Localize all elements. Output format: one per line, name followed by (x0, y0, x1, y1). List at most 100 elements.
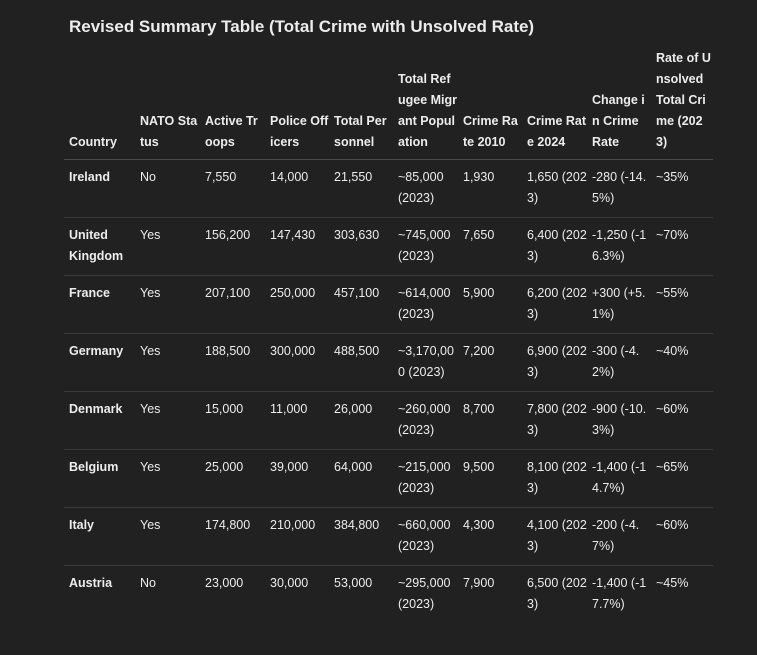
cell-crime-rate-2024: 6,200 (2023) (527, 286, 587, 321)
table-row: Austria No 23,000 30,000 53,000 ~295,000… (64, 566, 713, 624)
cell-unsolved-rate: ~55% (656, 286, 689, 300)
cell-nato-status: Yes (140, 402, 161, 416)
cell-country: Austria (69, 576, 113, 590)
cell-change-in-crime-rate: -300 (-4.2%) (592, 344, 640, 379)
cell-crime-rate-2024: 4,100 (2023) (527, 518, 587, 553)
table-title: Revised Summary Table (Total Crime with … (69, 17, 535, 36)
cell-police-officers: 210,000 (270, 518, 316, 532)
cell-refugee-population: ~215,000 (2023) (398, 460, 451, 495)
cell-police-officers: 30,000 (270, 576, 309, 590)
cell-police-officers: 300,000 (270, 344, 316, 358)
cell-active-troops: 23,000 (205, 576, 244, 590)
cell-active-troops: 25,000 (205, 460, 244, 474)
header-police-officers: Police Officers (270, 114, 329, 149)
header-total-personnel: Total Personnel (334, 114, 387, 149)
cell-total-personnel: 303,630 (334, 228, 380, 242)
cell-change-in-crime-rate: -900 (-10.3%) (592, 402, 647, 437)
cell-refugee-population: ~260,000 (2023) (398, 402, 451, 437)
table-row: Denmark Yes 15,000 11,000 26,000 ~260,00… (64, 392, 713, 450)
cell-police-officers: 14,000 (270, 170, 309, 184)
cell-country: France (69, 286, 110, 300)
cell-active-troops: 188,500 (205, 344, 251, 358)
header-crime-rate-2010: Crime Rate 2010 (463, 114, 518, 149)
cell-total-personnel: 384,800 (334, 518, 380, 532)
cell-crime-rate-2010: 9,500 (463, 460, 495, 474)
cell-unsolved-rate: ~35% (656, 170, 689, 184)
cell-country: Denmark (69, 402, 123, 416)
cell-unsolved-rate: ~40% (656, 344, 689, 358)
cell-change-in-crime-rate: -1,400 (-14.7%) (592, 460, 647, 495)
header-nato-status: NATO Status (140, 114, 198, 149)
cell-police-officers: 11,000 (270, 402, 308, 416)
cell-crime-rate-2024: 8,100 (2023) (527, 460, 587, 495)
table-row: France Yes 207,100 250,000 457,100 ~614,… (64, 276, 713, 334)
cell-change-in-crime-rate: -280 (-14.5%) (592, 170, 647, 205)
cell-nato-status: Yes (140, 344, 161, 358)
cell-total-personnel: 64,000 (334, 460, 373, 474)
cell-country: United Kingdom (69, 228, 124, 263)
cell-total-personnel: 21,550 (334, 170, 373, 184)
cell-active-troops: 7,550 (205, 170, 237, 184)
table-row: Germany Yes 188,500 300,000 488,500 ~3,1… (64, 334, 713, 392)
cell-crime-rate-2024: 1,650 (2023) (527, 170, 587, 205)
cell-unsolved-rate: ~60% (656, 402, 689, 416)
cell-crime-rate-2024: 6,400 (2023) (527, 228, 587, 263)
cell-change-in-crime-rate: -1,400 (-17.7%) (592, 576, 647, 611)
cell-crime-rate-2024: 6,500 (2023) (527, 576, 587, 611)
header-refugee-migrant-population: Total Refugee Migrant Population (398, 72, 458, 149)
cell-crime-rate-2024: 7,800 (2023) (527, 402, 587, 437)
cell-police-officers: 39,000 (270, 460, 309, 474)
cell-police-officers: 250,000 (270, 286, 316, 300)
cell-refugee-population: ~85,000 (2023) (398, 170, 444, 205)
cell-change-in-crime-rate: -1,250 (-16.3%) (592, 228, 647, 263)
cell-crime-rate-2010: 1,930 (463, 170, 495, 184)
cell-active-troops: 174,800 (205, 518, 251, 532)
cell-refugee-population: ~614,000 (2023) (398, 286, 451, 321)
cell-crime-rate-2010: 7,200 (463, 344, 495, 358)
cell-country: Ireland (69, 170, 110, 184)
cell-nato-status: Yes (140, 228, 161, 242)
cell-crime-rate-2024: 6,900 (2023) (527, 344, 587, 379)
header-row: Country NATO Status Active Troops Police… (64, 48, 713, 160)
summary-table-container: Country NATO Status Active Troops Police… (64, 48, 714, 623)
cell-country: Belgium (69, 460, 119, 474)
cell-crime-rate-2010: 5,900 (463, 286, 495, 300)
cell-unsolved-rate: ~60% (656, 518, 689, 532)
cell-refugee-population: ~3,170,000 (2023) (398, 344, 454, 379)
cell-nato-status: Yes (140, 460, 161, 474)
cell-crime-rate-2010: 8,700 (463, 402, 495, 416)
cell-police-officers: 147,430 (270, 228, 316, 242)
cell-unsolved-rate: ~65% (656, 460, 689, 474)
cell-total-personnel: 488,500 (334, 344, 380, 358)
cell-nato-status: No (140, 576, 156, 590)
cell-unsolved-rate: ~45% (656, 576, 689, 590)
cell-active-troops: 156,200 (205, 228, 251, 242)
cell-nato-status: Yes (140, 286, 161, 300)
summary-table: Country NATO Status Active Troops Police… (64, 48, 713, 623)
cell-active-troops: 15,000 (205, 402, 244, 416)
cell-crime-rate-2010: 4,300 (463, 518, 495, 532)
cell-change-in-crime-rate: -200 (-4.7%) (592, 518, 640, 553)
header-unsolved-rate: Rate of Unsolved Total Crime (2023) (656, 51, 711, 149)
cell-active-troops: 207,100 (205, 286, 251, 300)
table-row: Italy Yes 174,800 210,000 384,800 ~660,0… (64, 508, 713, 566)
cell-change-in-crime-rate: +300 (+5.1%) (592, 286, 646, 321)
cell-refugee-population: ~295,000 (2023) (398, 576, 451, 611)
cell-unsolved-rate: ~70% (656, 228, 689, 242)
header-country: Country (69, 135, 117, 149)
cell-crime-rate-2010: 7,900 (463, 576, 495, 590)
cell-total-personnel: 26,000 (334, 402, 373, 416)
cell-refugee-population: ~660,000 (2023) (398, 518, 451, 553)
table-row: Belgium Yes 25,000 39,000 64,000 ~215,00… (64, 450, 713, 508)
cell-crime-rate-2010: 7,650 (463, 228, 495, 242)
header-crime-rate-2024: Crime Rate 2024 (527, 114, 587, 149)
cell-country: Germany (69, 344, 124, 358)
header-active-troops: Active Troops (205, 114, 258, 149)
header-change-in-crime-rate: Change in Crime Rate (592, 93, 645, 149)
cell-country: Italy (69, 518, 95, 532)
cell-refugee-population: ~745,000 (2023) (398, 228, 451, 263)
cell-nato-status: Yes (140, 518, 161, 532)
table-row: United Kingdom Yes 156,200 147,430 303,6… (64, 218, 713, 276)
cell-total-personnel: 457,100 (334, 286, 380, 300)
cell-total-personnel: 53,000 (334, 576, 373, 590)
